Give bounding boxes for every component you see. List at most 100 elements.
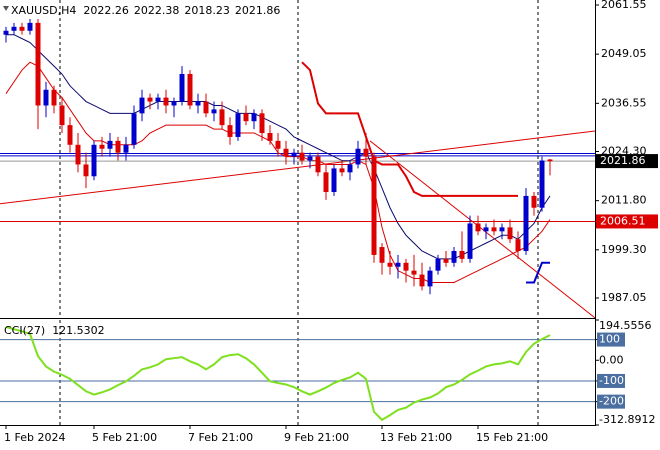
- candle-body: [331, 168, 337, 192]
- candle-body: [171, 101, 177, 106]
- candle-body: [403, 262, 409, 271]
- y-tick-label: 1999.30: [601, 243, 647, 256]
- candle-body: [419, 274, 425, 287]
- x-tick-label: 9 Feb 21:00: [284, 431, 349, 444]
- candle-body: [499, 227, 505, 232]
- y-tick-label: -100: [599, 374, 624, 387]
- price-tag: [596, 214, 658, 229]
- candle-body: [43, 89, 49, 106]
- candle-body: [307, 156, 313, 161]
- level-tag: [597, 332, 625, 347]
- candle-body: [203, 101, 209, 114]
- candle-body: [363, 148, 369, 157]
- level-tag: [597, 373, 625, 388]
- trend-line: [369, 140, 595, 318]
- candle-body: [355, 148, 361, 165]
- stop-line: [301, 61, 518, 197]
- candle-body: [179, 74, 185, 102]
- indicator-title: CCI(27): [4, 324, 45, 337]
- candle-body: [387, 262, 393, 267]
- stop-line: [526, 261, 550, 284]
- candle-body: [467, 223, 473, 259]
- candle-body: [107, 140, 113, 149]
- candle-body: [147, 97, 153, 102]
- y-tick-label: -200: [599, 395, 624, 408]
- x-tick-label: 7 Feb 21:00: [188, 431, 253, 444]
- x-tick-label: 15 Feb 21:00: [476, 431, 548, 444]
- candle-body: [51, 89, 57, 106]
- candle-body: [523, 195, 529, 251]
- header-value: 2022.38: [134, 4, 180, 17]
- candle-body: [323, 172, 329, 192]
- candle-body: [27, 22, 33, 31]
- candle-body: [515, 239, 521, 251]
- candle-body: [139, 97, 145, 114]
- candle-body: [459, 250, 465, 259]
- y-tick-label: 100: [599, 333, 620, 346]
- x-tick-label: 13 Feb 21:00: [380, 431, 452, 444]
- header-value: 2021.86: [235, 4, 281, 17]
- candle-body: [59, 105, 65, 126]
- candle-body: [371, 156, 377, 255]
- candle-body: [379, 247, 385, 263]
- candle-body: [475, 223, 481, 232]
- candle-body: [275, 140, 281, 149]
- candle-body: [539, 160, 545, 208]
- y-tick-label: 0.00: [599, 353, 624, 366]
- price-tag-label: 2006.51: [600, 214, 646, 227]
- candle-body: [3, 30, 9, 35]
- candle-body: [187, 74, 193, 106]
- y-tick-label: -312.8912: [599, 413, 655, 426]
- y-tick-label: 2036.55: [601, 96, 647, 109]
- header-value: 121.5302: [52, 324, 105, 337]
- y-tick-label: 194.5556: [599, 319, 652, 332]
- candle-body: [211, 109, 217, 114]
- candle-body: [19, 26, 25, 31]
- candle-body: [411, 270, 417, 275]
- candle-body: [451, 250, 457, 263]
- candle-body: [83, 164, 89, 177]
- candle-body: [99, 144, 105, 149]
- candle-body: [123, 144, 129, 153]
- candle-body: [443, 258, 449, 263]
- cci-panel: [0, 325, 595, 422]
- candle-body: [11, 26, 17, 31]
- candle-body: [259, 113, 265, 134]
- candle-body: [283, 148, 289, 157]
- axes: 2006.512061.552049.052036.552024.302011.…: [4, 0, 658, 444]
- candle-body: [67, 125, 73, 145]
- candle-body: [91, 144, 97, 177]
- candle-body: [235, 113, 241, 137]
- candle-body: [531, 195, 537, 208]
- candle-body: [163, 97, 169, 106]
- header-value: 2018.23: [184, 4, 230, 17]
- price-tag: [596, 154, 658, 169]
- candle-body: [347, 164, 353, 173]
- candle-body: [339, 168, 345, 173]
- moving-average: [6, 34, 551, 260]
- x-tick-label: 1 Feb 2024: [4, 431, 65, 444]
- candle-body: [483, 227, 489, 232]
- trend-line: [0, 130, 595, 205]
- candle-body: [395, 262, 401, 267]
- symbol-icon: [3, 6, 9, 11]
- candle-body: [291, 152, 297, 157]
- y-tick-label: 2011.80: [601, 194, 647, 207]
- candle-body: [243, 113, 249, 122]
- candle-body: [195, 101, 201, 106]
- candle-body: [267, 133, 273, 141]
- candle-body: [115, 140, 121, 153]
- candle-body: [227, 125, 233, 137]
- cci-line: [5, 325, 551, 422]
- y-tick-label: 1987.05: [601, 291, 647, 304]
- candle-body: [155, 97, 161, 102]
- candle-body: [251, 113, 257, 122]
- candle-body: [491, 227, 497, 232]
- candle-body: [507, 227, 513, 240]
- header-value: 2022.26: [83, 4, 129, 17]
- y-tick-label: 2061.55: [601, 0, 647, 11]
- candle-body: [75, 144, 81, 165]
- candle-body: [131, 113, 137, 145]
- level-tag: [597, 394, 625, 409]
